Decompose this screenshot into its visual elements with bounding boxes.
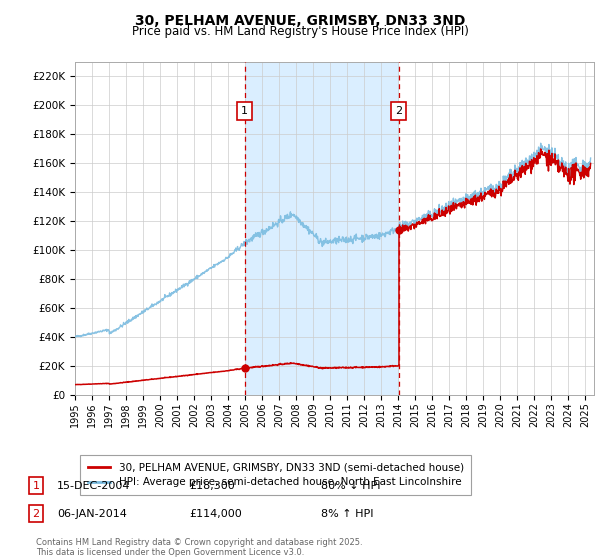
Text: 1: 1 (241, 106, 248, 116)
Text: 8% ↑ HPI: 8% ↑ HPI (321, 508, 373, 519)
Text: 2: 2 (32, 508, 40, 519)
Text: 06-JAN-2014: 06-JAN-2014 (57, 508, 127, 519)
Legend: 30, PELHAM AVENUE, GRIMSBY, DN33 3ND (semi-detached house), HPI: Average price, : 30, PELHAM AVENUE, GRIMSBY, DN33 3ND (se… (80, 455, 471, 495)
Text: £114,000: £114,000 (189, 508, 242, 519)
Bar (245, 62, 399, 395)
Text: Contains HM Land Registry data © Crown copyright and database right 2025.
This d: Contains HM Land Registry data © Crown c… (36, 538, 362, 557)
Text: 80% ↓ HPI: 80% ↓ HPI (321, 480, 380, 491)
Text: 30, PELHAM AVENUE, GRIMSBY, DN33 3ND: 30, PELHAM AVENUE, GRIMSBY, DN33 3ND (135, 14, 465, 28)
Text: £18,300: £18,300 (189, 480, 235, 491)
Text: 1: 1 (32, 480, 40, 491)
Text: Price paid vs. HM Land Registry's House Price Index (HPI): Price paid vs. HM Land Registry's House … (131, 25, 469, 38)
Text: 15-DEC-2004: 15-DEC-2004 (57, 480, 131, 491)
Text: 2: 2 (395, 106, 403, 116)
